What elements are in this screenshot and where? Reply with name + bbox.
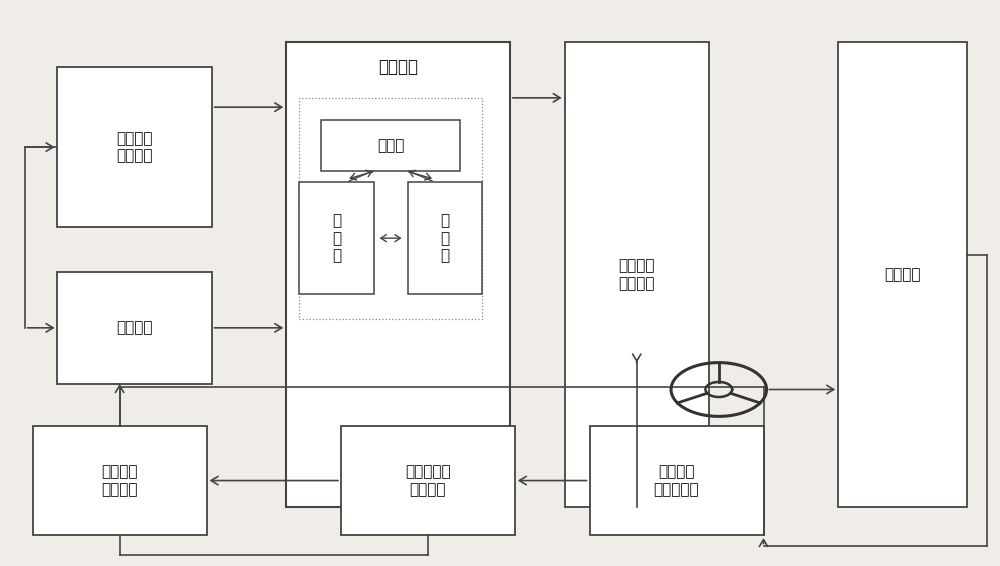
- FancyBboxPatch shape: [299, 182, 374, 294]
- FancyBboxPatch shape: [57, 67, 212, 227]
- Text: 舒
适
性: 舒 适 性: [440, 213, 449, 263]
- FancyBboxPatch shape: [321, 121, 460, 171]
- Text: 安
全
性: 安 全 性: [332, 213, 341, 263]
- FancyBboxPatch shape: [286, 42, 510, 507]
- Text: 周边车辆
信息检测: 周边车辆 信息检测: [101, 464, 138, 497]
- FancyBboxPatch shape: [408, 182, 482, 294]
- Text: 跳车权重
系数调节: 跳车权重 系数调节: [116, 131, 153, 164]
- Text: 滚动时域
优化计算: 滚动时域 优化计算: [618, 259, 655, 291]
- Text: 车辆对象: 车辆对象: [885, 267, 921, 282]
- Text: 预测模型: 预测模型: [116, 320, 153, 335]
- Text: 车辆纵向
动力学模型: 车辆纵向 动力学模型: [654, 464, 699, 497]
- FancyBboxPatch shape: [341, 426, 515, 535]
- FancyBboxPatch shape: [838, 42, 967, 507]
- Text: 跳踪性: 跳踪性: [377, 138, 404, 153]
- Text: 驾驶员期望
跳车模型: 驾驶员期望 跳车模型: [405, 464, 451, 497]
- FancyBboxPatch shape: [590, 426, 764, 535]
- Text: 性能指标: 性能指标: [378, 58, 418, 76]
- FancyBboxPatch shape: [57, 272, 212, 384]
- FancyBboxPatch shape: [33, 426, 207, 535]
- FancyBboxPatch shape: [565, 42, 709, 507]
